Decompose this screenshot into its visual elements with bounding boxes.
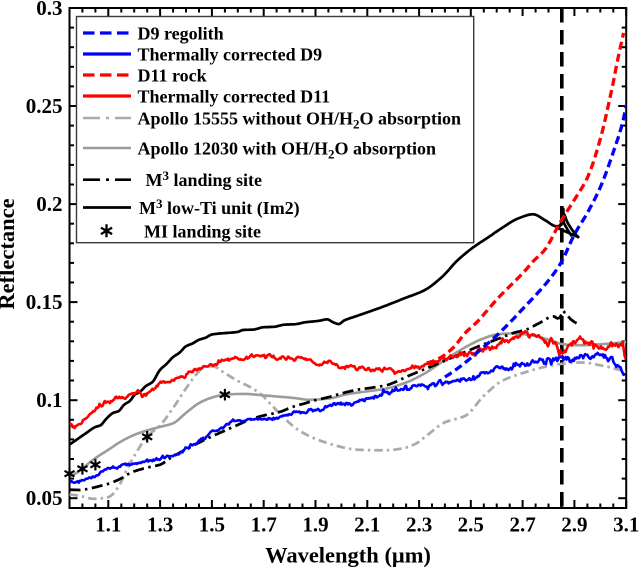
- svg-text:0.05: 0.05: [26, 486, 63, 510]
- svg-text:1.9: 1.9: [302, 513, 328, 537]
- svg-text:1.7: 1.7: [251, 513, 277, 537]
- svg-text:0.1: 0.1: [36, 388, 62, 412]
- svg-text:0.25: 0.25: [26, 94, 63, 118]
- svg-text:MI landing site: MI landing site: [144, 221, 261, 241]
- svg-text:Thermally corrected D11: Thermally corrected D11: [138, 87, 331, 107]
- svg-text:0.3: 0.3: [36, 0, 62, 20]
- svg-text:Wavelength (μm): Wavelength (μm): [265, 543, 431, 568]
- svg-text:Thermally corrected D9: Thermally corrected D9: [138, 45, 323, 65]
- svg-text:D9 regolith: D9 regolith: [138, 24, 224, 44]
- svg-text:M3 low-Ti unit (Im2): M3 low-Ti unit (Im2): [139, 196, 300, 219]
- svg-text:1.5: 1.5: [199, 513, 225, 537]
- svg-text:0.15: 0.15: [26, 290, 63, 314]
- svg-text:Apollo 15555 without OH/H2O ab: Apollo 15555 without OH/H2O absorption: [138, 109, 462, 132]
- svg-text:2.7: 2.7: [509, 513, 535, 537]
- svg-text:1.1: 1.1: [95, 513, 121, 537]
- svg-text:3.1: 3.1: [613, 513, 639, 537]
- svg-text:0.2: 0.2: [36, 192, 62, 216]
- svg-text:2.9: 2.9: [561, 513, 587, 537]
- svg-text:2.1: 2.1: [354, 513, 380, 537]
- svg-text:M3 landing site: M3 landing site: [146, 168, 263, 190]
- svg-text:2.3: 2.3: [406, 513, 432, 537]
- svg-text:1.3: 1.3: [147, 513, 173, 537]
- svg-text:Apollo 12030 with OH/H2O absor: Apollo 12030 with OH/H2O absorption: [138, 139, 437, 162]
- svg-text:Reflectance: Reflectance: [0, 198, 19, 309]
- svg-text:2.5: 2.5: [458, 513, 484, 537]
- svg-text:D11 rock: D11 rock: [138, 66, 207, 86]
